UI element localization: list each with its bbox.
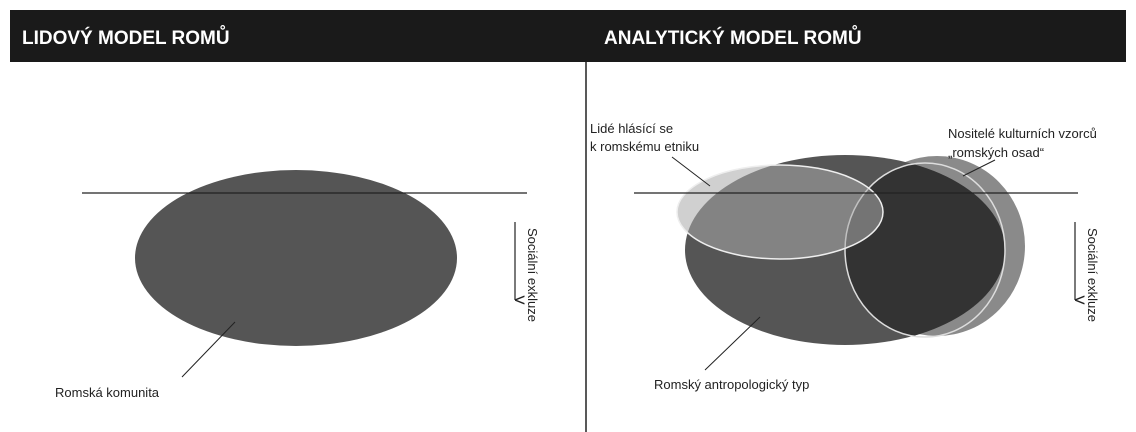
community-label: Romská komunita bbox=[55, 385, 160, 400]
ethnic-label: k romskému etniku bbox=[590, 139, 699, 154]
left-title: LIDOVÝ MODEL ROMŮ bbox=[22, 26, 230, 49]
leader-line bbox=[962, 159, 996, 177]
leader-line bbox=[671, 156, 711, 187]
leader-line bbox=[181, 321, 236, 378]
ethnic-label: Lidé hlásící se bbox=[590, 121, 673, 136]
culture-label: „romských osad“ bbox=[948, 145, 1044, 160]
header-bar bbox=[10, 10, 1126, 62]
anthro-label: Romský antropologický typ bbox=[654, 377, 809, 392]
ethnic-ellipse bbox=[676, 164, 884, 260]
right-title: ANALYTICKÝ MODEL ROMŮ bbox=[604, 26, 862, 49]
axis-label: Sociální exkluze bbox=[1085, 228, 1100, 322]
axis-label: Sociální exkluze bbox=[525, 228, 540, 322]
culture-label: Nositelé kulturních vzorců bbox=[948, 126, 1097, 141]
leader-line bbox=[704, 316, 761, 371]
community-ellipse bbox=[135, 170, 457, 346]
culture-outline bbox=[844, 162, 1006, 338]
overlap bbox=[845, 163, 1005, 337]
